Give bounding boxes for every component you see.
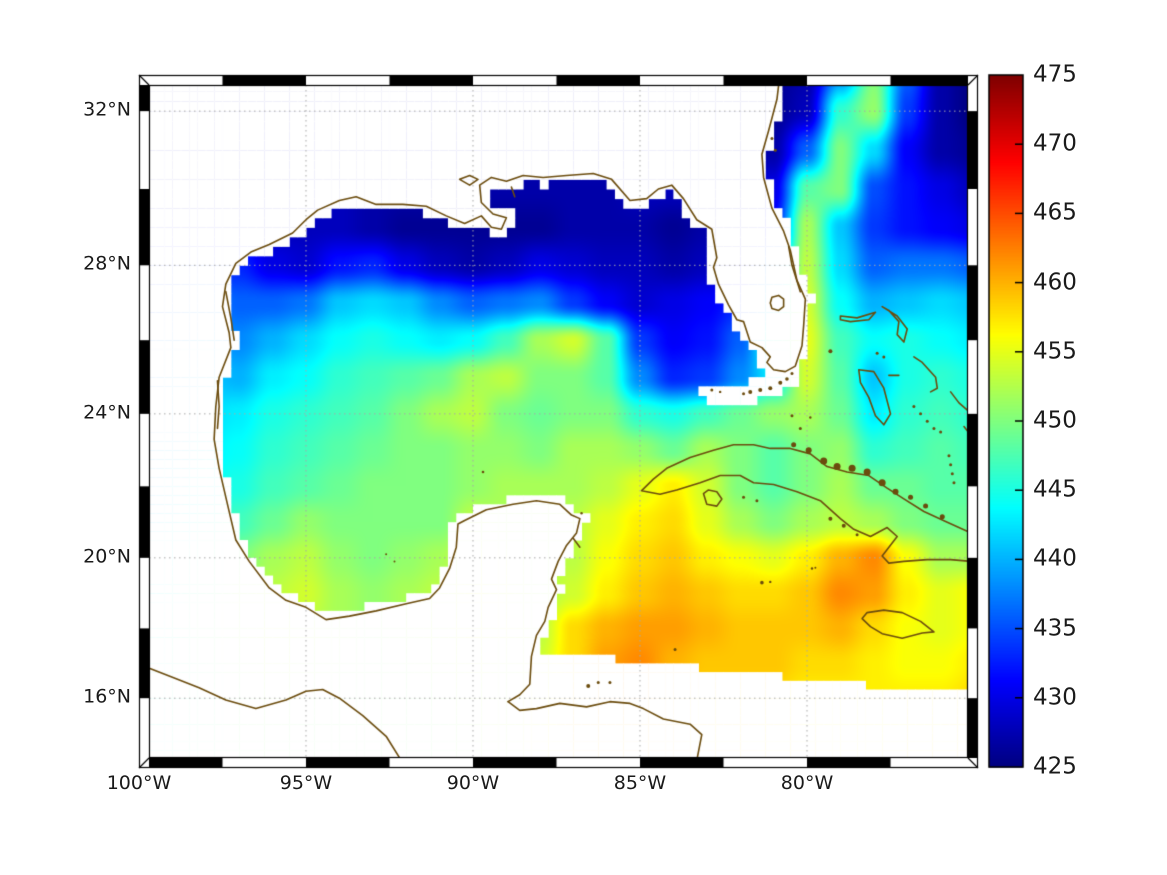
colorbar-tick-label: 455: [1033, 338, 1077, 365]
colorbar-tick-label: 430: [1033, 684, 1077, 711]
colorbar-tick-label: 435: [1033, 615, 1077, 642]
colorbar-tick-label: 425: [1033, 753, 1077, 780]
lon-tick-label: 80°W: [780, 772, 834, 794]
lon-tick-label: 100°W: [106, 772, 172, 794]
colorbar-tick-label: 460: [1033, 269, 1077, 296]
colorbar-tick-label: 450: [1033, 407, 1077, 434]
colorbar-tick-label: 445: [1033, 476, 1077, 503]
colorbar-tick-label: 470: [1033, 130, 1077, 157]
lon-tick-label: 90°W: [446, 772, 500, 794]
lat-tick-label: 20°N: [83, 545, 131, 568]
colorbar-tick-label: 465: [1033, 199, 1077, 226]
lon-tick-label: 85°W: [613, 772, 667, 794]
colorbar-tick-label: 440: [1033, 545, 1077, 572]
lat-tick-label: 16°N: [83, 685, 131, 708]
colorbar-tick-label: 475: [1033, 61, 1077, 88]
lat-tick-label: 32°N: [83, 98, 131, 121]
lon-tick-label: 95°W: [279, 772, 333, 794]
lat-tick-label: 24°N: [83, 401, 131, 424]
lat-tick-label: 28°N: [83, 252, 131, 275]
